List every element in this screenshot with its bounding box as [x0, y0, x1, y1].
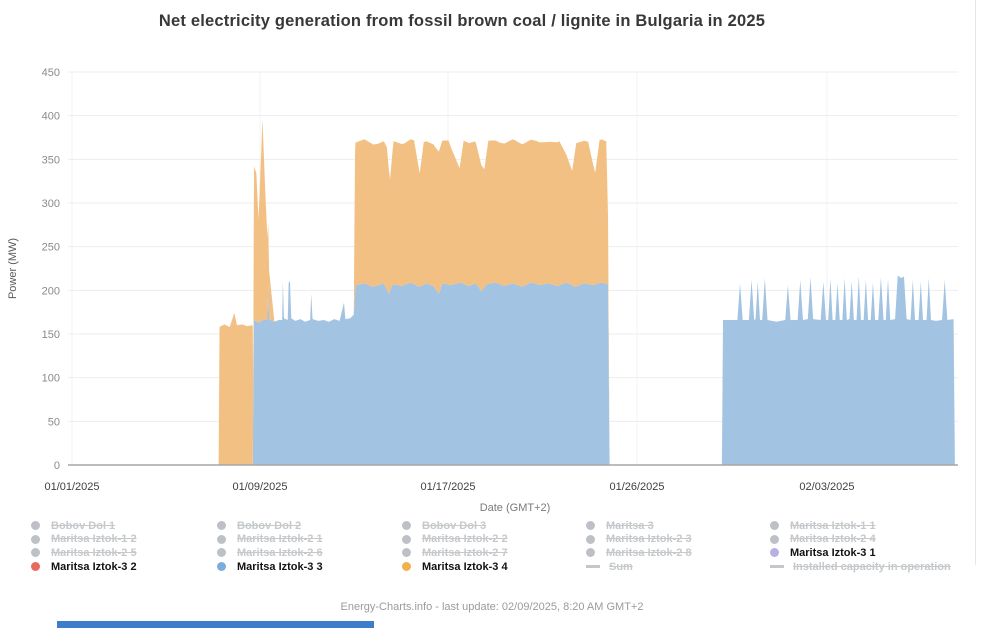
svg-text:200: 200 [42, 285, 60, 297]
x-axis-title: Date (GMT+2) [480, 502, 551, 514]
svg-text:01/17/2025: 01/17/2025 [420, 481, 475, 493]
svg-text:150: 150 [42, 329, 60, 341]
legend-column-3: Bobov Dol 3 Maritsa Iztok-2 2 Maritsa Izto… [402, 519, 508, 573]
area-maritsa-iztok-3-3 [218, 275, 955, 465]
legend-item-maritsa-iztok-1-2[interactable]: Maritsa Iztok-1 2 [31, 533, 137, 547]
legend-column-5: Maritsa Iztok-1 1 Maritsa Iztok-2 4 Marits… [770, 519, 951, 573]
legend-column-2: Bobov Dol 2 Maritsa Iztok-2 1 Maritsa Izto… [217, 519, 323, 573]
svg-text:450: 450 [42, 67, 60, 79]
svg-text:250: 250 [42, 242, 60, 254]
legend-item-bobov-dol-2[interactable]: Bobov Dol 2 [217, 519, 323, 533]
legend-label-maritsa-iztok-2-7: Maritsa Iztok-2 7 [422, 546, 508, 559]
svg-text:400: 400 [42, 111, 60, 123]
legend-item-maritsa-iztok-2-6[interactable]: Maritsa Iztok-2 6 [217, 546, 323, 560]
legend-label-maritsa-iztok-3-1: Maritsa Iztok-3 1 [790, 546, 876, 559]
legend-dot-bobov-dol-3 [402, 521, 411, 531]
legend-dot-maritsa-3 [586, 521, 595, 531]
legend-dot-maritsa-iztok-2-1 [217, 534, 226, 544]
legend-dot-bobov-dol-1 [31, 521, 40, 531]
legend-dot-bobov-dol-2 [217, 521, 226, 531]
legend-dot-maritsa-iztok-2-2 [402, 534, 411, 544]
legend-dot-maritsa-iztok-2-8 [586, 548, 595, 558]
legend-item-maritsa-iztok-1-1[interactable]: Maritsa Iztok-1 1 [770, 519, 951, 533]
svg-text:50: 50 [48, 416, 60, 428]
legend-dot-maritsa-iztok-1-2 [31, 534, 40, 544]
legend-item-sum[interactable]: Sum [586, 560, 692, 574]
svg-text:300: 300 [42, 198, 60, 210]
chart-title: Net electricity generation from fossil b… [158, 12, 766, 30]
legend-label-maritsa-iztok-2-6: Maritsa Iztok-2 6 [237, 546, 323, 559]
svg-text:01/26/2025: 01/26/2025 [609, 481, 664, 493]
legend-item-maritsa-3[interactable]: Maritsa 3 [586, 519, 692, 533]
legend-dot-maritsa-iztok-3-1 [770, 548, 779, 558]
legend-label-bobov-dol-1: Bobov Dol 1 [51, 519, 116, 532]
legend-item-bobov-dol-1[interactable]: Bobov Dol 1 [31, 519, 137, 533]
window-right-edge [975, 0, 976, 565]
svg-text:100: 100 [42, 373, 60, 385]
legend-item-maritsa-iztok-2-8[interactable]: Maritsa Iztok-2 8 [586, 546, 692, 560]
legend-label-maritsa-iztok-2-1: Maritsa Iztok-2 1 [237, 533, 323, 546]
legend-label-bobov-dol-3: Bobov Dol 3 [422, 519, 487, 532]
svg-text:02/03/2025: 02/03/2025 [799, 481, 854, 493]
legend-item-maritsa-iztok-2-1[interactable]: Maritsa Iztok-2 1 [217, 533, 323, 547]
legend-label-maritsa-iztok-3-4: Maritsa Iztok-3 4 [422, 560, 508, 573]
svg-text:350: 350 [42, 154, 60, 166]
x-tick-labels: 01/01/2025 01/09/2025 01/17/2025 01/26/2025… [44, 481, 854, 493]
legend-column-1: Bobov Dol 1 Maritsa Iztok-1 2 Maritsa Izto… [31, 519, 137, 573]
legend-item-maritsa-iztok-3-1[interactable]: Maritsa Iztok-3 1 [770, 546, 951, 560]
legend-dot-maritsa-iztok-3-3 [217, 562, 226, 572]
legend-label-bobov-dol-2: Bobov Dol 2 [237, 519, 302, 532]
legend-item-maritsa-iztok-2-5[interactable]: Maritsa Iztok-2 5 [31, 546, 137, 560]
legend-label-installed-capacity-in-operation: Installed capacity in operation [793, 560, 951, 573]
legend-dot-maritsa-iztok-1-1 [770, 521, 779, 531]
legend-item-maritsa-iztok-2-7[interactable]: Maritsa Iztok-2 7 [402, 546, 508, 560]
legend-label-maritsa-iztok-3-3: Maritsa Iztok-3 3 [237, 560, 323, 573]
legend-dot-maritsa-iztok-3-4 [402, 562, 411, 572]
legend-label-maritsa-iztok-2-3: Maritsa Iztok-2 3 [606, 533, 692, 546]
legend-label-sum: Sum [609, 560, 633, 573]
legend-dot-maritsa-iztok-2-6 [217, 548, 226, 558]
y-tick-labels: 0 50 100 150 200 250 300 350 400 450 [42, 67, 60, 472]
y-axis-title: Power (MW) [7, 238, 19, 299]
legend-line-marker-sum [586, 565, 600, 568]
legend-item-bobov-dol-3[interactable]: Bobov Dol 3 [402, 519, 508, 533]
legend-dot-maritsa-iztok-2-3 [586, 534, 595, 544]
svg-text:0: 0 [54, 460, 60, 472]
legend-dot-maritsa-iztok-2-7 [402, 548, 411, 558]
legend-item-maritsa-iztok-3-4[interactable]: Maritsa Iztok-3 4 [402, 560, 508, 574]
legend-line-marker-installed-capacity-in-operation [770, 565, 784, 568]
attribution-footer: Energy-Charts.info - last update: 02/09/… [340, 601, 644, 613]
area-maritsa-iztok-3-4 [218, 119, 955, 466]
legend-column-4: Maritsa 3 Maritsa Iztok-2 3 Maritsa Iztok-… [586, 519, 692, 573]
legend-label-maritsa-iztok-2-5: Maritsa Iztok-2 5 [51, 546, 137, 559]
svg-text:01/09/2025: 01/09/2025 [232, 481, 287, 493]
legend-item-maritsa-iztok-3-3[interactable]: Maritsa Iztok-3 3 [217, 560, 323, 574]
legend-label-maritsa-iztok-2-4: Maritsa Iztok-2 4 [790, 533, 876, 546]
legend-item-maritsa-iztok-2-2[interactable]: Maritsa Iztok-2 2 [402, 533, 508, 547]
legend-label-maritsa-iztok-2-2: Maritsa Iztok-2 2 [422, 533, 508, 546]
bottom-blue-bar[interactable] [57, 621, 374, 628]
legend-label-maritsa-iztok-1-1: Maritsa Iztok-1 1 [790, 519, 876, 532]
legend-label-maritsa-3: Maritsa 3 [606, 519, 654, 532]
chart-legend: Bobov Dol 1 Maritsa Iztok-1 2 Maritsa Izto… [0, 519, 984, 585]
legend-label-maritsa-iztok-1-2: Maritsa Iztok-1 2 [51, 533, 137, 546]
legend-item-maritsa-iztok-2-3[interactable]: Maritsa Iztok-2 3 [586, 533, 692, 547]
legend-item-installed-capacity-in-operation[interactable]: Installed capacity in operation [770, 560, 951, 574]
legend-label-maritsa-iztok-3-2: Maritsa Iztok-3 2 [51, 560, 137, 573]
legend-dot-maritsa-iztok-2-5 [31, 548, 40, 558]
legend-item-maritsa-iztok-2-4[interactable]: Maritsa Iztok-2 4 [770, 533, 951, 547]
svg-text:01/01/2025: 01/01/2025 [44, 481, 99, 493]
legend-dot-maritsa-iztok-3-2 [31, 562, 40, 572]
legend-item-maritsa-iztok-3-2[interactable]: Maritsa Iztok-3 2 [31, 560, 137, 574]
legend-label-maritsa-iztok-2-8: Maritsa Iztok-2 8 [606, 546, 692, 559]
legend-dot-maritsa-iztok-2-4 [770, 534, 779, 544]
